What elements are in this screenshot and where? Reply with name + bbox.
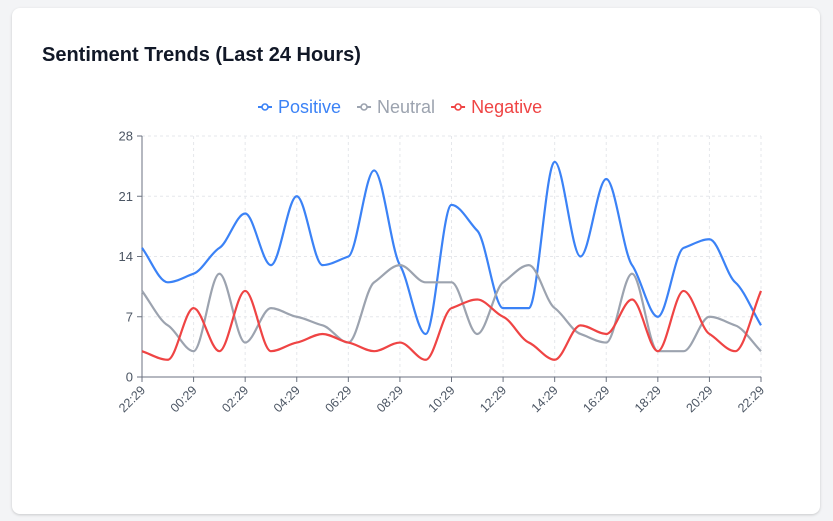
legend-item-positive: Positive — [258, 97, 341, 117]
legend-label: Positive — [278, 97, 341, 117]
legend-item-negative: Negative — [451, 97, 542, 117]
x-tick-label: 14:29 — [529, 383, 561, 415]
chart-grid — [142, 135, 762, 377]
x-tick-label: 00:29 — [168, 383, 200, 415]
x-tick-label: 22:29 — [735, 383, 767, 415]
legend-item-neutral: Neutral — [357, 97, 435, 117]
x-tick-label: 16:29 — [580, 383, 612, 415]
y-tick-label: 0 — [126, 370, 133, 385]
x-tick-label: 22:29 — [116, 383, 148, 415]
chart-title: Sentiment Trends (Last 24 Hours) — [42, 44, 361, 66]
legend-swatch-marker — [360, 103, 368, 111]
series-line-positive — [141, 160, 762, 336]
y-tick-label: 14 — [119, 249, 133, 264]
x-tick-label: 20:29 — [684, 383, 716, 415]
legend-swatch-marker — [454, 103, 462, 111]
x-tick-label: 10:29 — [426, 383, 458, 415]
x-tick-label: 08:29 — [374, 383, 406, 415]
sentiment-chart-card: Sentiment Trends (Last 24 Hours) — [12, 8, 820, 514]
chart-legend: Positive Neutral Negative — [258, 97, 542, 117]
x-tick-label: 02:29 — [219, 383, 251, 415]
x-tick-label: 04:29 — [271, 383, 303, 415]
x-tick-label: 12:29 — [477, 383, 509, 415]
chart-lines — [141, 160, 763, 361]
x-tick-label: 06:29 — [322, 383, 354, 415]
chart-axes: 0 7 14 21 28 22:29 00:29 02:29 04:29 06:29 08:29 10… — [116, 129, 767, 416]
y-tick-label: 7 — [126, 309, 133, 324]
y-tick-label: 28 — [119, 129, 133, 144]
y-tick-label: 21 — [119, 189, 133, 204]
legend-label: Neutral — [377, 97, 435, 117]
x-tick-label: 18:29 — [632, 383, 664, 415]
series-line-negative — [141, 289, 763, 361]
legend-label: Negative — [471, 97, 542, 117]
legend-swatch-marker — [261, 103, 269, 111]
